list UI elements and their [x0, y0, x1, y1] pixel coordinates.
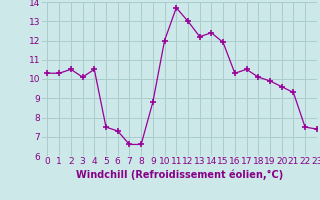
X-axis label: Windchill (Refroidissement éolien,°C): Windchill (Refroidissement éolien,°C) [76, 169, 283, 180]
